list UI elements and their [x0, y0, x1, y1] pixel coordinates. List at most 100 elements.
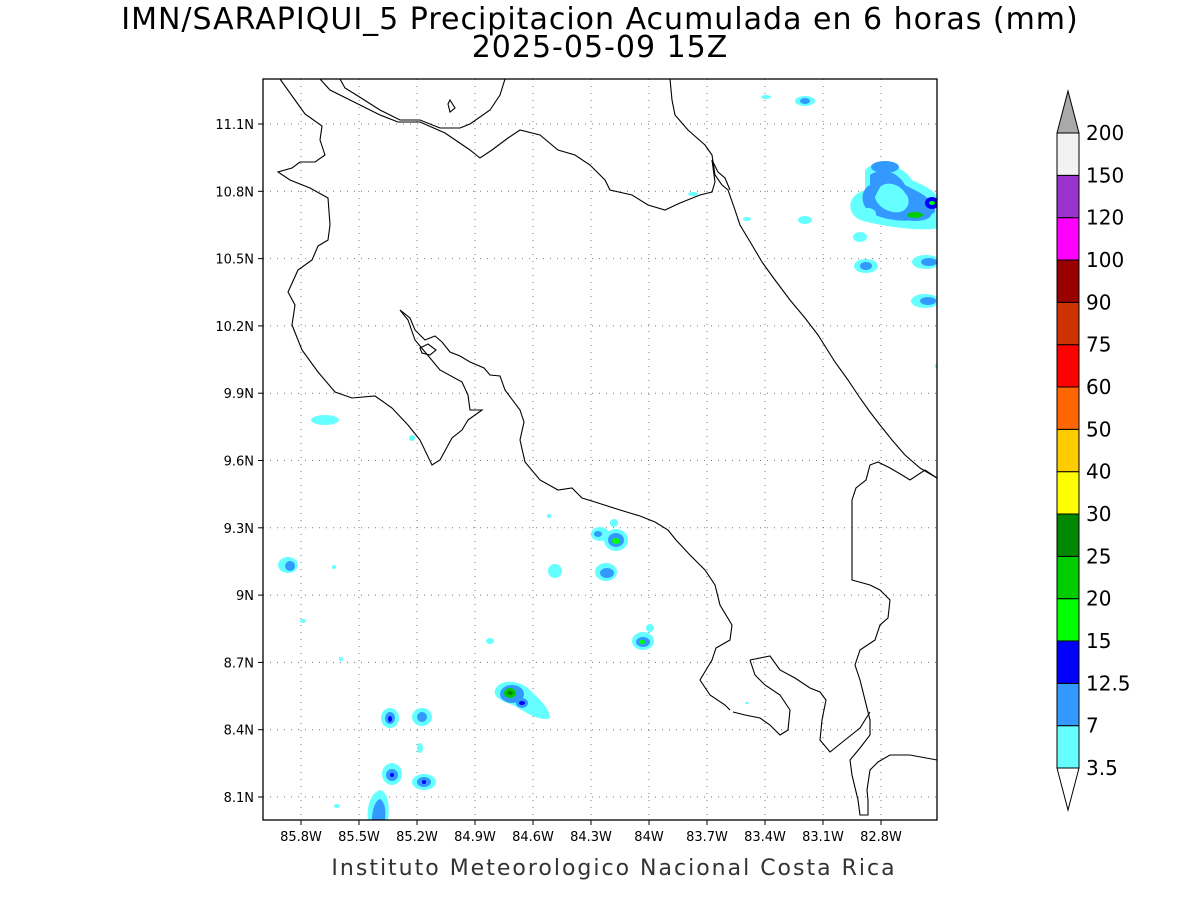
lon-tick-label: 84.9W	[454, 830, 496, 845]
colorbar-label: 3.5	[1086, 756, 1118, 780]
precip-area	[639, 640, 645, 644]
precip-area	[929, 201, 935, 205]
precip-area	[688, 192, 698, 196]
small-island-outline	[447, 98, 456, 113]
lat-tick-label: 11.1N	[215, 118, 254, 133]
colorbar-legend: 3.5 7 12.5 15 20 25 30 40 50 60 75 90 100 120 150 200	[1056, 89, 1131, 812]
colorbar-label: 25	[1086, 544, 1111, 568]
colorbar-bin	[1056, 344, 1080, 388]
lon-tick-label: 83.1W	[802, 830, 844, 845]
precip-area	[519, 701, 525, 705]
nicoya-island-outline	[419, 343, 437, 356]
colorbar-bin	[1056, 217, 1080, 261]
colorbar-label: 100	[1086, 248, 1124, 272]
precip-area	[311, 415, 339, 425]
colorbar-bin	[1056, 555, 1080, 600]
colorbar-label: 90	[1086, 290, 1111, 314]
colorbar-label: 120	[1086, 206, 1124, 230]
latitude-axis: 11.1N 10.8N 10.5N 10.2N 9.9N 9.6N 9.3N 9N 8.7N 8.…	[215, 118, 263, 806]
colorbar-label: 40	[1086, 460, 1111, 484]
longitude-axis: 85.8W 85.5W 85.2W 84.9W 84.6W 84.3W 84W 83.7W 83…	[280, 820, 902, 845]
lon-tick-label: 84.6W	[512, 830, 554, 845]
precip-area	[875, 183, 909, 213]
colorbar-label: 12.5	[1086, 671, 1131, 695]
lon-tick-label: 84W	[634, 830, 664, 845]
colorbar-max-arrow	[1056, 89, 1080, 134]
colorbar-bin	[1056, 598, 1080, 642]
precip-area	[390, 773, 394, 777]
precip-area	[285, 561, 295, 571]
pacific-coastline	[276, 79, 484, 466]
precip-area	[745, 702, 749, 704]
colorbar-label: 15	[1086, 629, 1111, 653]
lat-tick-label: 8.4N	[224, 724, 254, 739]
colorbar-min-arrow	[1056, 767, 1080, 812]
precip-area	[610, 519, 618, 527]
precip-area	[372, 799, 386, 820]
colorbar-label: 20	[1086, 587, 1111, 611]
colorbar-bin	[1056, 471, 1080, 515]
nicaragua-border	[319, 79, 716, 211]
precip-area	[334, 804, 340, 808]
precip-area	[853, 232, 867, 242]
lake-nicaragua-shore	[339, 79, 506, 129]
precip-area	[860, 208, 876, 220]
precip-area	[798, 216, 812, 224]
precip-area	[600, 568, 614, 578]
lat-tick-label: 9N	[236, 589, 254, 604]
caribbean-coastline	[669, 79, 937, 479]
lat-tick-label: 9.3N	[224, 522, 254, 537]
precip-area	[920, 297, 936, 305]
lat-tick-label: 10.8N	[215, 185, 254, 200]
lat-tick-label: 10.5N	[215, 253, 254, 268]
lon-tick-label: 82.8W	[860, 830, 902, 845]
colorbar-label: 30	[1086, 502, 1111, 526]
lon-tick-label: 85.8W	[280, 830, 322, 845]
precip-area	[486, 638, 494, 644]
colorbar-bin	[1056, 640, 1080, 684]
colorbar-bin	[1056, 428, 1080, 473]
panama-border	[849, 461, 937, 816]
colorbar-label: 200	[1086, 121, 1124, 145]
precip-area	[409, 435, 415, 441]
precip-area	[548, 564, 562, 578]
colorbar-bin	[1056, 259, 1080, 303]
coastlines-and-borders	[276, 79, 937, 816]
colorbar-bin	[1056, 725, 1080, 769]
map-title: IMN/SARAPIQUI_5 Precipitacion Acumulada …	[121, 2, 1079, 37]
colorbar-label: 7	[1086, 714, 1099, 738]
colorbar-bin	[1056, 174, 1080, 219]
lon-tick-label: 85.2W	[396, 830, 438, 845]
burica-peninsula-outline	[749, 655, 871, 753]
precip-area	[743, 217, 751, 221]
colorbar-label: 150	[1086, 163, 1124, 187]
rio-san-juan	[711, 159, 731, 191]
colorbar-bin	[1056, 682, 1080, 727]
institution-footer: Instituto Meteorologico Nacional Costa R…	[331, 856, 897, 881]
precip-area	[339, 657, 343, 661]
colorbar-label: 50	[1086, 417, 1111, 441]
precip-area	[921, 258, 937, 266]
precip-area	[300, 619, 306, 623]
colorbar-bin	[1056, 513, 1080, 557]
map-frame	[262, 78, 938, 821]
precip-area	[761, 95, 771, 99]
precip-area	[800, 98, 810, 104]
precip-area	[507, 691, 513, 695]
precip-area	[907, 212, 923, 218]
lat-tick-label: 9.6N	[224, 455, 254, 470]
lat-tick-label: 8.7N	[224, 656, 254, 671]
map-date-subtitle: 2025-05-09 15Z	[471, 30, 729, 65]
lat-tick-label: 10.2N	[215, 320, 254, 335]
precip-area	[646, 624, 654, 632]
colorbar-label: 60	[1086, 375, 1111, 399]
colorbar-bin	[1056, 132, 1080, 176]
lon-tick-label: 83.4W	[744, 830, 786, 845]
precip-area	[422, 780, 426, 784]
precip-area	[871, 161, 899, 173]
lon-tick-label: 83.7W	[686, 830, 728, 845]
lon-tick-label: 84.3W	[570, 830, 612, 845]
precip-area	[860, 262, 872, 270]
precip-area	[417, 712, 427, 722]
